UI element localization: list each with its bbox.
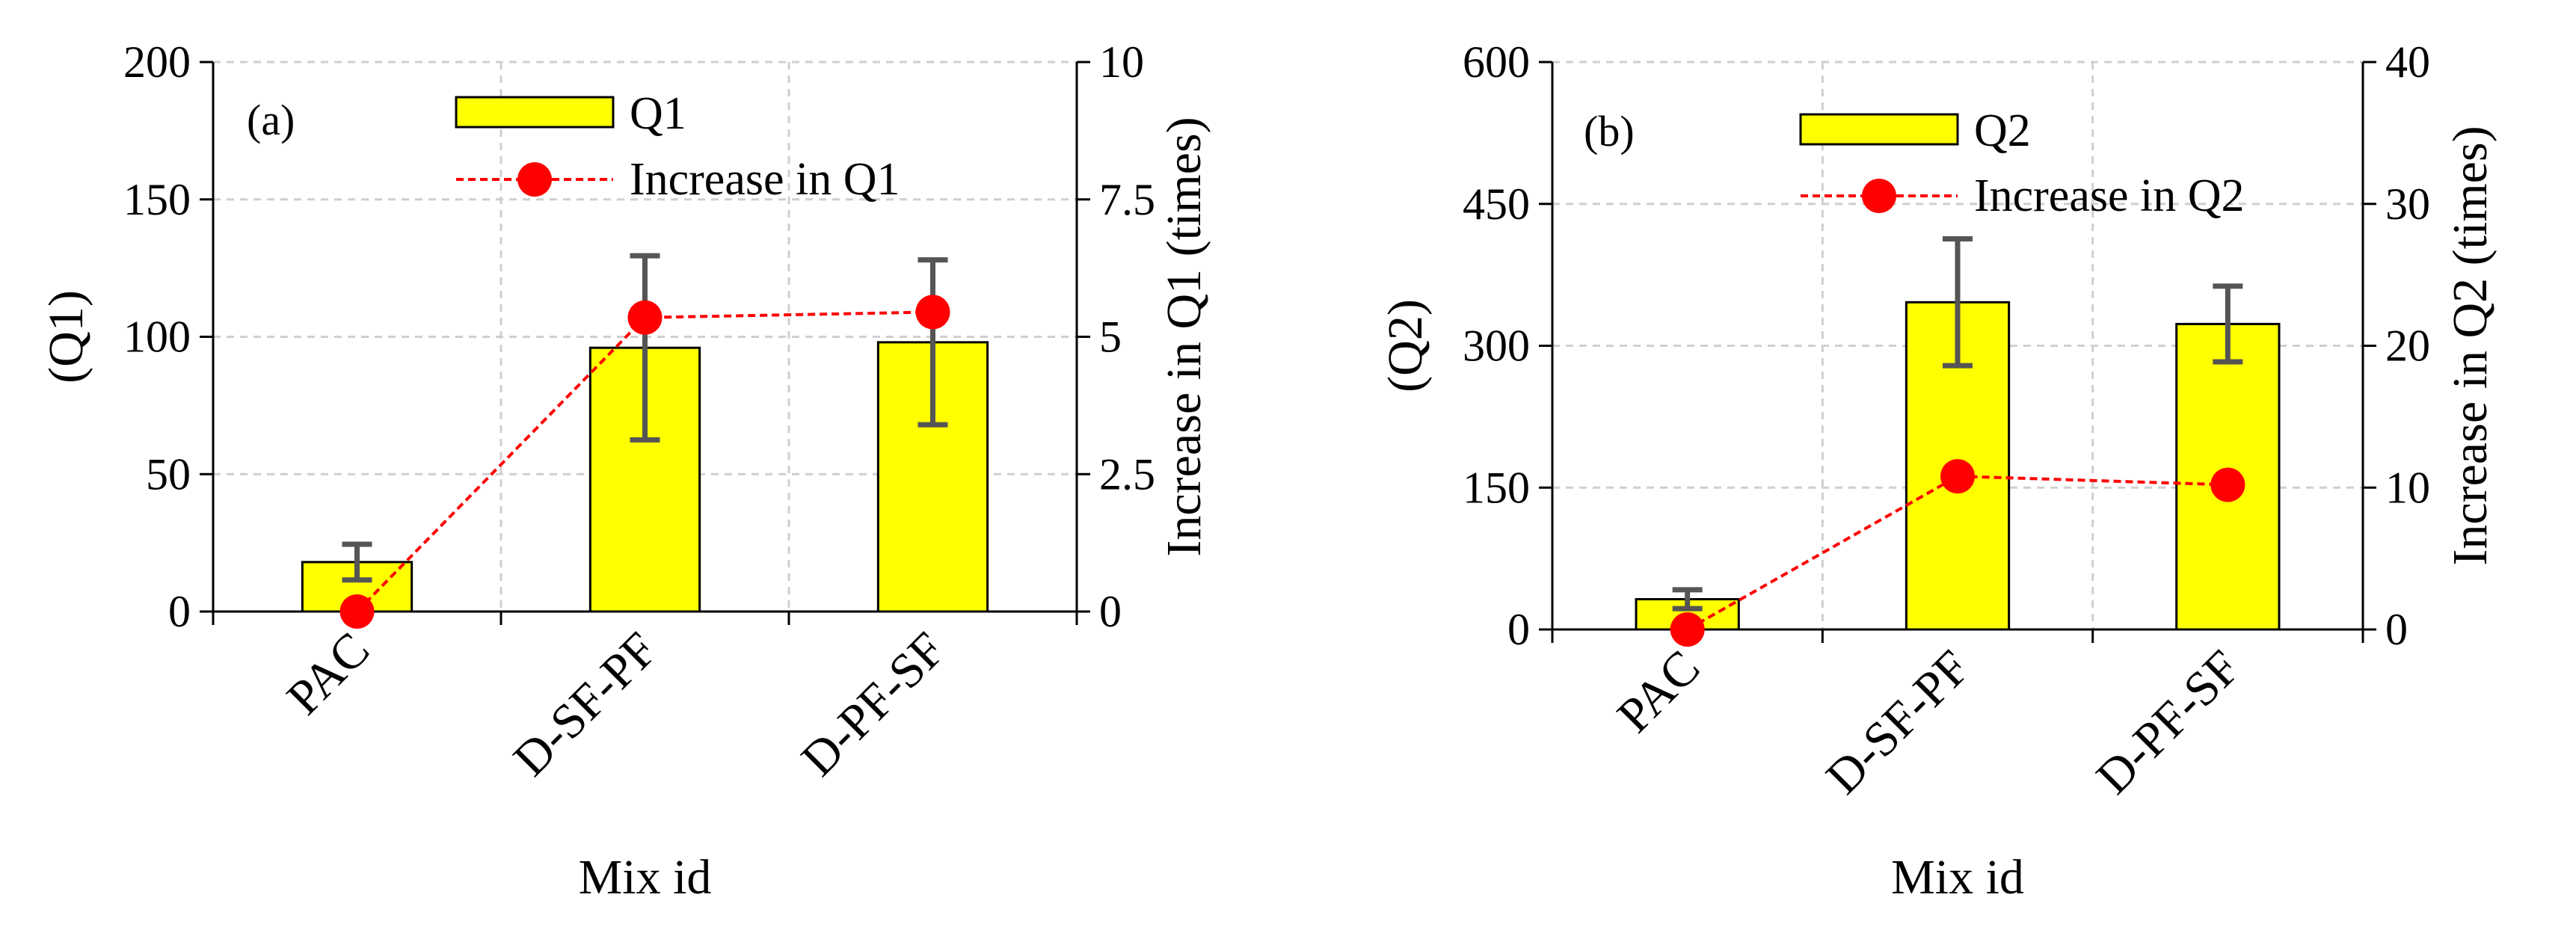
legend-line-marker [517,162,552,197]
y-tick-label-right: 7.5 [1099,175,1155,224]
x-tick-label: D-SF-PF [1816,640,1980,804]
y-tick-label-right: 10 [2385,463,2430,512]
increase-point-D-PF-SF [2210,467,2245,502]
y-tick-label-right: 2.5 [1099,449,1155,499]
increase-point-D-SF-PF [1940,459,1975,494]
y-axis-title-left: (Q2) [1378,299,1433,392]
x-tick-label: D-PF-SF [791,622,956,786]
y-tick-label-right: 40 [2385,37,2430,87]
y-axis-title-right: Increase in Q2 (times) [2443,126,2497,565]
y-tick-label-right: 30 [2385,179,2430,229]
increase-point-D-PF-SF [915,295,950,330]
y-tick-label-left: 150 [123,175,191,224]
legend-line-label: Increase in Q2 [1974,170,2245,221]
legend-line-marker [1862,179,1896,213]
y-tick-label-left: 50 [146,449,191,499]
legend-bar-label: Q2 [1974,105,2031,156]
y-tick-label-left: 0 [168,587,191,636]
x-axis-title: Mix id [579,850,712,905]
increase-point-PAC [1670,612,1705,647]
legend-bar-swatch [455,96,615,129]
y-tick-label-right: 10 [1099,37,1144,87]
x-tick-label: PAC [277,622,380,725]
increase-point-PAC [339,594,375,629]
legend-bar-label: Q1 [630,88,686,139]
x-tick-label: PAC [1607,640,1710,743]
x-tick-label: D-PF-SF [2086,640,2251,804]
y-tick-label-left: 200 [123,37,191,87]
legend-bar-swatch [1799,113,1959,146]
panel-label: (a) [247,96,295,144]
increase-line [1686,475,2228,631]
y-tick-label-left: 0 [1507,605,1530,654]
y-tick-label-right: 0 [1099,587,1122,636]
chart-panel-2: 0 150 300 450 600 0 10 20 30 40 PAC D-SF-PF D-PF-SF M… [1378,37,2497,905]
y-tick-label-right: 5 [1099,312,1122,362]
increase-point-D-SF-PF [627,300,663,335]
y-axis-title-right: Increase in Q1 (times) [1157,117,1211,556]
y-tick-label-right: 0 [2385,605,2408,654]
panel-label: (b) [1584,107,1635,155]
legend-line-label: Increase in Q1 [630,154,900,205]
y-tick-label-left: 600 [1463,37,1530,87]
x-tick-label: D-SF-PF [503,622,668,786]
y-tick-label-left: 100 [123,312,191,362]
chart-panel-1: 0 50 100 150 200 0 2.5 5 7.5 10 PAC D-SF-PF D-PF-SF M… [39,37,1211,905]
y-tick-label-left: 450 [1463,179,1530,229]
y-tick-label-left: 300 [1463,321,1530,371]
y-tick-label-left: 150 [1463,463,1530,512]
y-tick-label-right: 20 [2385,321,2430,371]
y-axis-title-left: (Q1) [39,290,93,384]
x-axis-title: Mix id [1891,850,2024,905]
